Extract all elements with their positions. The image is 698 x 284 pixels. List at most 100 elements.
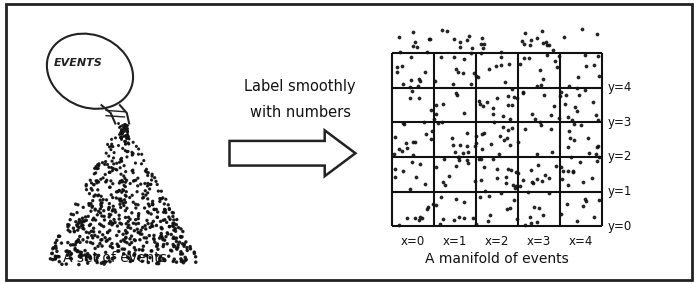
Point	[108, 150, 119, 155]
Text: x=0: x=0	[401, 235, 425, 248]
Point	[559, 102, 570, 106]
Point	[98, 214, 110, 219]
Point	[118, 129, 129, 133]
Point	[512, 140, 524, 145]
Point	[454, 154, 465, 159]
Point	[105, 219, 116, 224]
Point	[116, 158, 127, 162]
Point	[94, 163, 105, 168]
Point	[77, 223, 89, 228]
Point	[580, 197, 591, 201]
Point	[131, 206, 142, 210]
Point	[435, 222, 446, 226]
Point	[169, 244, 180, 248]
Point	[438, 157, 450, 162]
Point	[85, 222, 96, 227]
Point	[112, 224, 123, 228]
Point	[181, 245, 193, 250]
Point	[84, 203, 95, 208]
Point	[149, 207, 160, 212]
Point	[92, 162, 103, 167]
Point	[84, 231, 95, 235]
Point	[496, 63, 507, 67]
Point	[477, 131, 488, 136]
Point	[133, 216, 144, 221]
Point	[121, 128, 132, 132]
Point	[431, 165, 442, 169]
Point	[158, 218, 169, 223]
Point	[95, 211, 106, 215]
Point	[120, 180, 131, 185]
Point	[159, 238, 170, 243]
Point	[491, 96, 503, 100]
Point	[443, 174, 454, 179]
Point	[466, 46, 477, 50]
Point	[164, 224, 175, 229]
Point	[126, 240, 138, 245]
Point	[147, 199, 158, 204]
Point	[72, 224, 83, 229]
Point	[151, 253, 163, 258]
Point	[177, 252, 188, 256]
Point	[144, 187, 155, 191]
Point	[77, 237, 89, 242]
Point	[57, 262, 68, 267]
Point	[413, 96, 424, 100]
Point	[454, 44, 466, 49]
Point	[119, 133, 131, 138]
Point	[121, 178, 132, 183]
Point	[119, 133, 131, 137]
Point	[591, 152, 602, 156]
Point	[572, 86, 583, 90]
Point	[555, 94, 566, 99]
Point	[149, 240, 161, 245]
Point	[447, 142, 459, 147]
Point	[116, 190, 127, 195]
Point	[154, 199, 165, 204]
Point	[422, 205, 433, 209]
Point	[90, 171, 101, 175]
Point	[123, 142, 134, 146]
Point	[149, 237, 160, 242]
Point	[54, 259, 65, 264]
Point	[73, 221, 84, 226]
Point	[103, 154, 114, 158]
Point	[76, 219, 87, 224]
Point	[133, 230, 144, 235]
Point	[410, 216, 421, 221]
Point	[171, 222, 182, 227]
Point	[121, 194, 132, 199]
Point	[110, 167, 121, 172]
Point	[89, 252, 101, 257]
Point	[454, 143, 466, 148]
Point	[71, 239, 82, 244]
Point	[89, 166, 101, 171]
Point	[163, 254, 174, 258]
Text: Label smoothly: Label smoothly	[244, 79, 356, 94]
Point	[114, 202, 126, 206]
Point	[526, 179, 537, 184]
Point	[139, 206, 150, 210]
Point	[447, 81, 458, 86]
Point	[157, 237, 168, 242]
Point	[121, 133, 133, 137]
Point	[103, 207, 114, 212]
Point	[512, 171, 524, 176]
Point	[168, 214, 179, 219]
Point	[491, 176, 503, 180]
Point	[116, 128, 127, 132]
Point	[572, 75, 584, 79]
Text: x=2: x=2	[484, 235, 509, 248]
Point	[119, 247, 130, 251]
Point	[463, 150, 474, 154]
Point	[72, 249, 83, 254]
Point	[114, 189, 125, 193]
Point	[141, 236, 152, 240]
Point	[50, 254, 61, 258]
Point	[546, 113, 557, 118]
Point	[474, 195, 485, 199]
Point	[120, 200, 131, 205]
Point	[594, 155, 605, 159]
Point	[119, 122, 131, 127]
Point	[100, 172, 111, 177]
